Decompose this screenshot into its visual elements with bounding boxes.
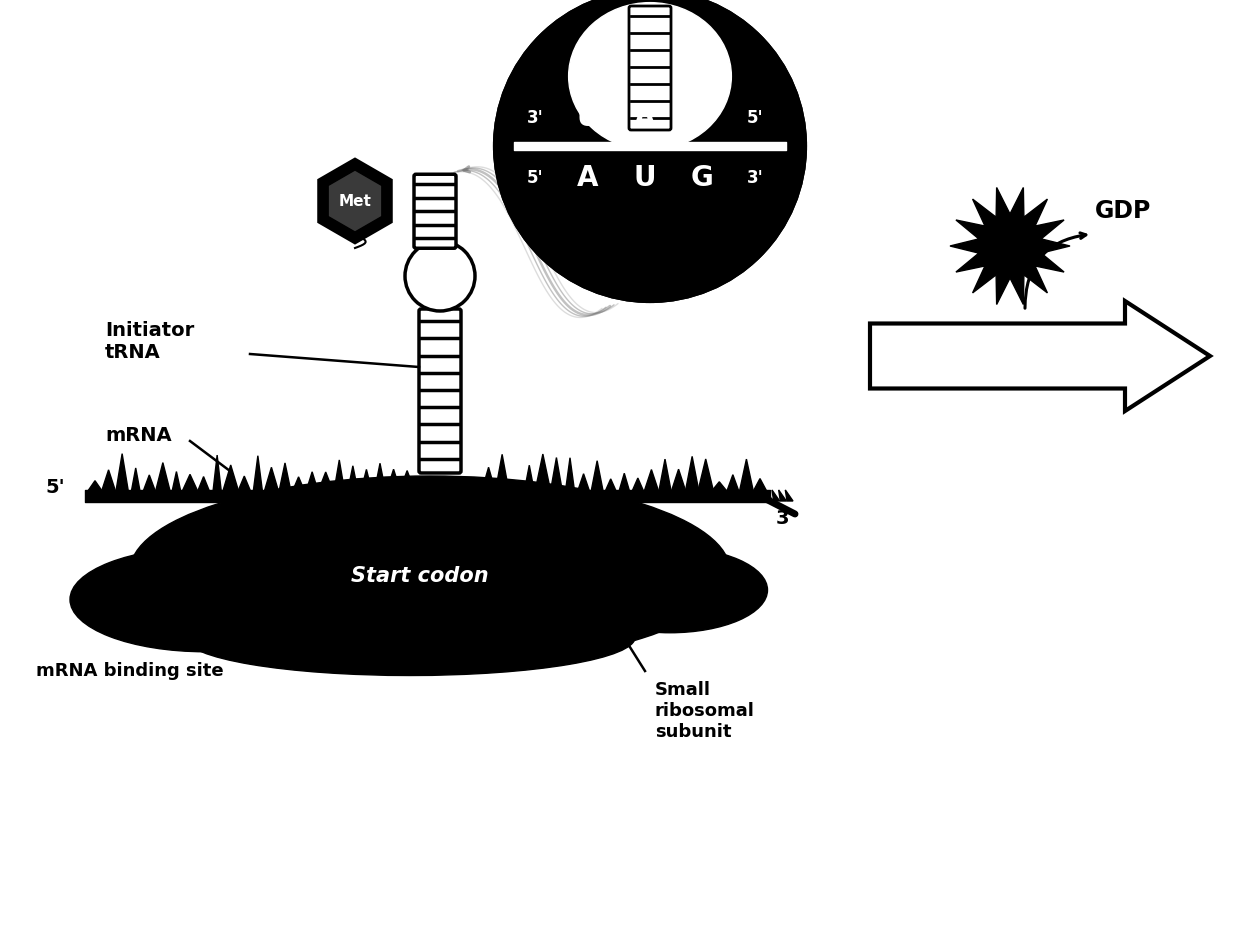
Polygon shape <box>319 472 334 491</box>
Ellipse shape <box>130 476 730 666</box>
FancyBboxPatch shape <box>419 309 461 473</box>
Polygon shape <box>482 468 495 491</box>
Polygon shape <box>319 159 392 243</box>
Polygon shape <box>511 482 521 491</box>
Polygon shape <box>578 474 589 491</box>
Polygon shape <box>785 490 794 501</box>
Polygon shape <box>102 469 115 491</box>
Polygon shape <box>565 457 574 491</box>
Text: C: C <box>692 104 712 132</box>
Ellipse shape <box>573 547 768 632</box>
Polygon shape <box>551 457 562 491</box>
Polygon shape <box>779 490 786 501</box>
Text: Start codon: Start codon <box>351 566 489 586</box>
Text: 3': 3' <box>775 508 795 528</box>
Ellipse shape <box>185 599 635 675</box>
Text: U: U <box>577 104 599 132</box>
Text: 5': 5' <box>45 479 64 497</box>
Polygon shape <box>88 481 102 491</box>
Polygon shape <box>619 473 630 491</box>
Polygon shape <box>727 475 739 491</box>
Polygon shape <box>172 471 181 491</box>
Polygon shape <box>469 481 482 491</box>
Polygon shape <box>739 459 753 491</box>
Polygon shape <box>131 468 140 491</box>
Polygon shape <box>399 470 414 491</box>
Polygon shape <box>334 460 345 491</box>
Polygon shape <box>458 481 465 491</box>
Polygon shape <box>870 301 1210 411</box>
Text: GDP: GDP <box>1095 199 1152 223</box>
Polygon shape <box>950 187 1070 305</box>
FancyBboxPatch shape <box>629 6 671 130</box>
Polygon shape <box>374 463 386 491</box>
Polygon shape <box>698 459 713 491</box>
Text: Met: Met <box>339 194 372 208</box>
Polygon shape <box>347 466 358 491</box>
Polygon shape <box>238 476 250 491</box>
Circle shape <box>495 0 805 301</box>
Ellipse shape <box>69 547 340 652</box>
Polygon shape <box>671 469 686 491</box>
Polygon shape <box>754 479 766 491</box>
Polygon shape <box>253 456 263 491</box>
Polygon shape <box>605 479 616 491</box>
Polygon shape <box>441 481 454 491</box>
Text: 3': 3' <box>527 109 543 127</box>
Polygon shape <box>144 475 155 491</box>
Polygon shape <box>329 170 382 232</box>
Polygon shape <box>525 465 534 491</box>
Polygon shape <box>223 465 238 491</box>
Polygon shape <box>765 490 773 501</box>
Text: 5': 5' <box>527 169 543 187</box>
Polygon shape <box>536 454 551 491</box>
Polygon shape <box>293 477 305 491</box>
Polygon shape <box>117 454 128 491</box>
Ellipse shape <box>569 3 732 150</box>
Text: G: G <box>691 164 713 192</box>
Polygon shape <box>686 457 699 491</box>
Text: 3': 3' <box>746 169 764 187</box>
Polygon shape <box>197 477 210 491</box>
Polygon shape <box>414 481 428 491</box>
Polygon shape <box>632 478 644 491</box>
Polygon shape <box>658 459 671 491</box>
Polygon shape <box>645 469 658 491</box>
Polygon shape <box>306 472 317 491</box>
Circle shape <box>405 241 475 311</box>
Polygon shape <box>773 490 780 501</box>
Polygon shape <box>429 481 440 491</box>
Polygon shape <box>387 469 401 491</box>
Text: A: A <box>578 164 599 192</box>
Text: A: A <box>634 104 656 132</box>
Text: Initiator
tRNA: Initiator tRNA <box>105 320 195 361</box>
Polygon shape <box>213 455 221 491</box>
Text: 5': 5' <box>746 109 764 127</box>
Polygon shape <box>361 469 372 491</box>
Text: mRNA binding site: mRNA binding site <box>36 662 223 680</box>
Polygon shape <box>712 482 727 491</box>
Polygon shape <box>264 468 279 491</box>
Text: U: U <box>634 164 656 192</box>
Polygon shape <box>496 455 508 491</box>
FancyBboxPatch shape <box>414 174 456 248</box>
Polygon shape <box>156 463 170 491</box>
Polygon shape <box>591 461 603 491</box>
Polygon shape <box>182 474 197 491</box>
Text: Small
ribosomal
subunit: Small ribosomal subunit <box>655 682 755 741</box>
Text: mRNA: mRNA <box>105 427 171 445</box>
Polygon shape <box>279 463 291 491</box>
